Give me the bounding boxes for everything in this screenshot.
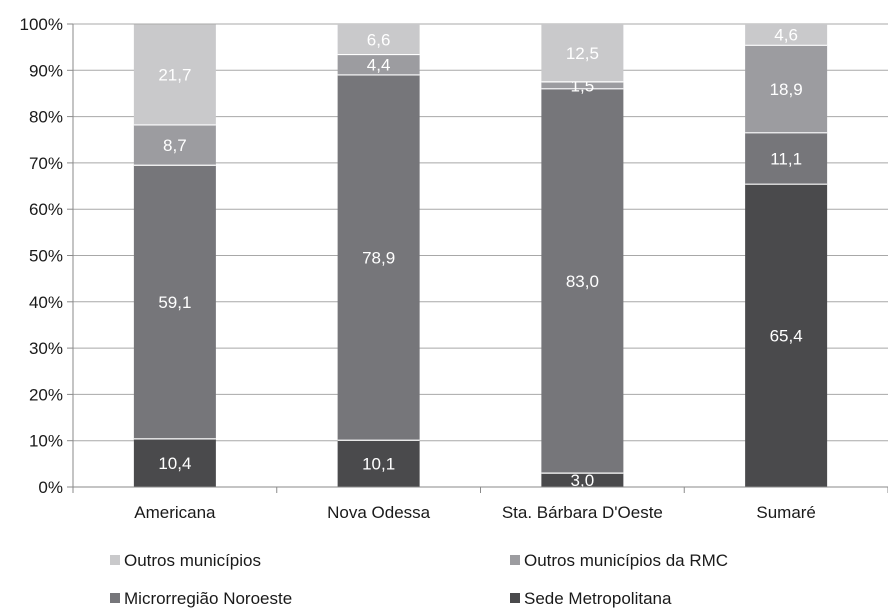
legend: Outros municípios Outros municípios da RM… xyxy=(110,551,728,608)
y-tick-label: 100% xyxy=(20,15,63,34)
data-label: 8,7 xyxy=(163,136,187,155)
legend-swatch xyxy=(510,593,520,603)
data-label: 11,1 xyxy=(770,150,802,169)
x-tick-label: Sta. Bárbara D'Oeste xyxy=(502,503,663,522)
y-tick-label: 10% xyxy=(29,432,63,451)
data-label: 4,4 xyxy=(367,56,391,75)
legend-swatch xyxy=(110,555,120,565)
bar-segment xyxy=(337,24,420,55)
legend-item: Outros municípios da RMC xyxy=(510,551,728,570)
y-tick-label: 80% xyxy=(29,108,63,127)
legend-label: Outros municípios da RMC xyxy=(524,551,728,570)
data-label: 18,9 xyxy=(770,80,803,99)
x-tick-label: Nova Odessa xyxy=(327,503,431,522)
bar-segment xyxy=(337,440,420,487)
bar-segment xyxy=(133,124,216,166)
data-label: 10,1 xyxy=(362,455,395,474)
legend-label: Sede Metropolitana xyxy=(524,589,672,608)
legend-item: Sede Metropolitana xyxy=(510,589,672,608)
x-axis: Americana Nova Odessa Sta. Bárbara D'Oeste… xyxy=(72,486,888,522)
legend-label: Microrregião Noroeste xyxy=(124,589,292,608)
legend-swatch xyxy=(110,593,120,603)
bar-segment xyxy=(133,24,216,125)
y-tick-label: 0% xyxy=(38,478,63,497)
data-label: 4,6 xyxy=(774,26,798,45)
bar-segment xyxy=(541,473,624,487)
bar-segment xyxy=(133,165,216,439)
bar-segment xyxy=(541,81,624,89)
x-tick-label: Americana xyxy=(134,503,216,522)
legend-item: Microrregião Noroeste xyxy=(110,589,292,608)
bar-segment xyxy=(745,132,828,185)
data-label: 10,4 xyxy=(158,454,191,473)
data-label: 6,6 xyxy=(367,30,391,49)
y-tick-label: 50% xyxy=(29,247,63,266)
legend-swatch xyxy=(510,555,520,565)
bar-segment xyxy=(745,24,828,46)
data-label: 21,7 xyxy=(158,66,191,85)
bar-segment xyxy=(133,438,216,487)
y-tick-label: 20% xyxy=(29,385,63,404)
x-tick-label: Sumaré xyxy=(756,503,816,522)
y-axis: 0% 10% 20% 30% 40% 50% 60% 70% 80% 90% 100% xyxy=(20,15,74,497)
y-tick-label: 40% xyxy=(29,293,63,312)
data-label: 3,0 xyxy=(571,471,595,490)
y-tick-label: 90% xyxy=(29,61,63,80)
bar-segment xyxy=(541,88,624,474)
bars: 10,459,18,721,710,178,94,46,63,083,01,51… xyxy=(133,24,828,490)
y-tick-label: 60% xyxy=(29,200,63,219)
bar-segment xyxy=(337,54,420,75)
bar-segment xyxy=(541,24,624,82)
bar-segment xyxy=(337,74,420,441)
data-label: 65,4 xyxy=(770,327,803,346)
data-label: 78,9 xyxy=(362,249,395,268)
data-label: 83,0 xyxy=(566,272,599,291)
bar-segment xyxy=(745,45,828,133)
bar-segment xyxy=(745,184,828,487)
legend-label: Outros municípios xyxy=(124,551,261,570)
data-label: 12,5 xyxy=(566,44,599,63)
legend-item: Outros municípios xyxy=(110,551,261,570)
y-tick-label: 30% xyxy=(29,339,63,358)
y-tick-label: 70% xyxy=(29,154,63,173)
data-label: 59,1 xyxy=(158,293,191,312)
